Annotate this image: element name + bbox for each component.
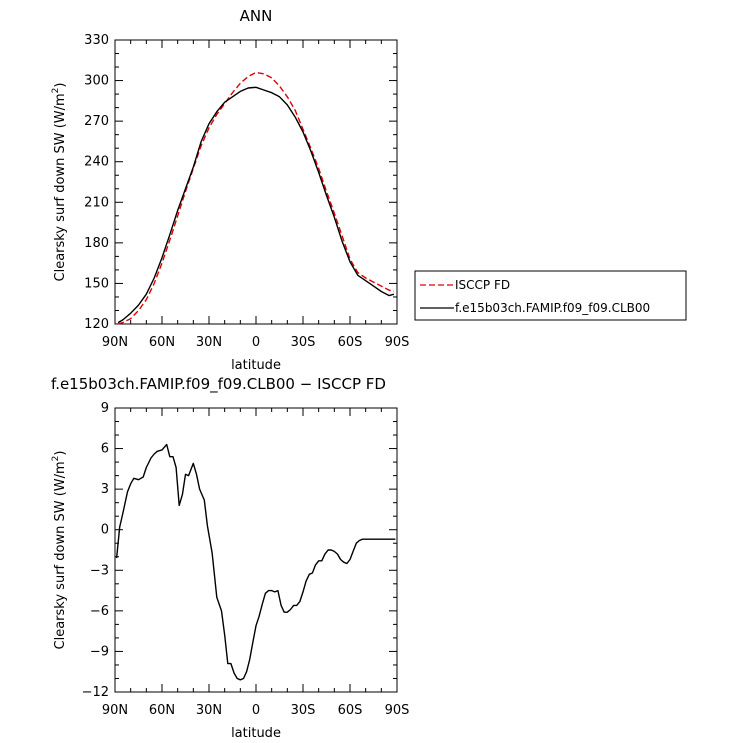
legend-label-isccp: ISCCP FD	[455, 278, 510, 292]
top-x-tick-label: 0	[252, 335, 260, 350]
top-x-axis-label: latitude	[231, 358, 281, 373]
top-y-tick-label: 120	[84, 317, 109, 332]
bottom-x-tick-label: 60S	[338, 703, 363, 718]
bottom-x-axis-label: latitude	[231, 726, 281, 741]
bottom-series-line-0	[115, 443, 396, 681]
top-chart-title: ANN	[240, 7, 273, 25]
bottom-y-tick-label: −9	[90, 644, 109, 659]
top-y-tick-label: 180	[84, 236, 109, 251]
top-y-tick-label: 330	[84, 33, 109, 48]
bottom-chart-title: f.e15b03ch.FAMIP.f09_f09.CLB00 − ISCCP F…	[51, 375, 386, 394]
bottom-x-tick-label: 30N	[196, 703, 222, 718]
bottom-y-tick-label: 3	[101, 482, 109, 497]
bottom-y-tick-label: 0	[101, 523, 109, 538]
bottom-y-axis-label: Clearsky surf down SW (W/m2)	[51, 451, 68, 650]
top-y-tick-label: 210	[84, 195, 109, 210]
bottom-y-tick-label: −3	[90, 563, 109, 578]
top-x-tick-label: 60N	[149, 335, 175, 350]
top-x-tick-label: 30N	[196, 335, 222, 350]
top-y-tick-label: 240	[84, 155, 109, 170]
bottom-x-tick-label: 30S	[291, 703, 316, 718]
bottom-y-tick-label: 6	[101, 442, 109, 457]
bottom-y-tick-label: −12	[82, 685, 109, 700]
bottom-x-tick-label: 90S	[385, 703, 410, 718]
bottom-y-tick-label: 9	[101, 401, 109, 416]
top-y-axis-label: Clearsky surf down SW (W/m2)	[51, 83, 68, 282]
legend: ISCCP FD f.e15b03ch.FAMIP.f09_f09.CLB00	[414, 270, 687, 321]
top-y-tick-label: 270	[84, 114, 109, 129]
bottom-x-tick-label: 0	[252, 703, 260, 718]
top-x-tick-label: 60S	[338, 335, 363, 350]
legend-box	[414, 270, 687, 321]
top-y-tick-label: 300	[84, 74, 109, 89]
bottom-panel: f.e15b03ch.FAMIP.f09_f09.CLB00 − ISCCP F…	[51, 375, 409, 741]
top-x-tick-label: 30S	[291, 335, 316, 350]
bottom-x-tick-label: 90N	[102, 703, 128, 718]
top-x-tick-label: 90S	[385, 335, 410, 350]
top-series-line-1	[117, 86, 395, 324]
top-panel: ANN 120 150 180 210 240 270 300 330 90N 60N 30N 0 3…	[51, 7, 687, 373]
top-y-tick-label: 150	[84, 276, 109, 291]
legend-label-model: f.e15b03ch.FAMIP.f09_f09.CLB00	[455, 301, 650, 315]
top-x-tick-label: 90N	[102, 335, 128, 350]
top-plot-frame	[114, 39, 398, 325]
bottom-y-tick-label: −6	[90, 604, 109, 619]
top-series-line-0	[117, 71, 395, 325]
bottom-x-tick-label: 60N	[149, 703, 175, 718]
